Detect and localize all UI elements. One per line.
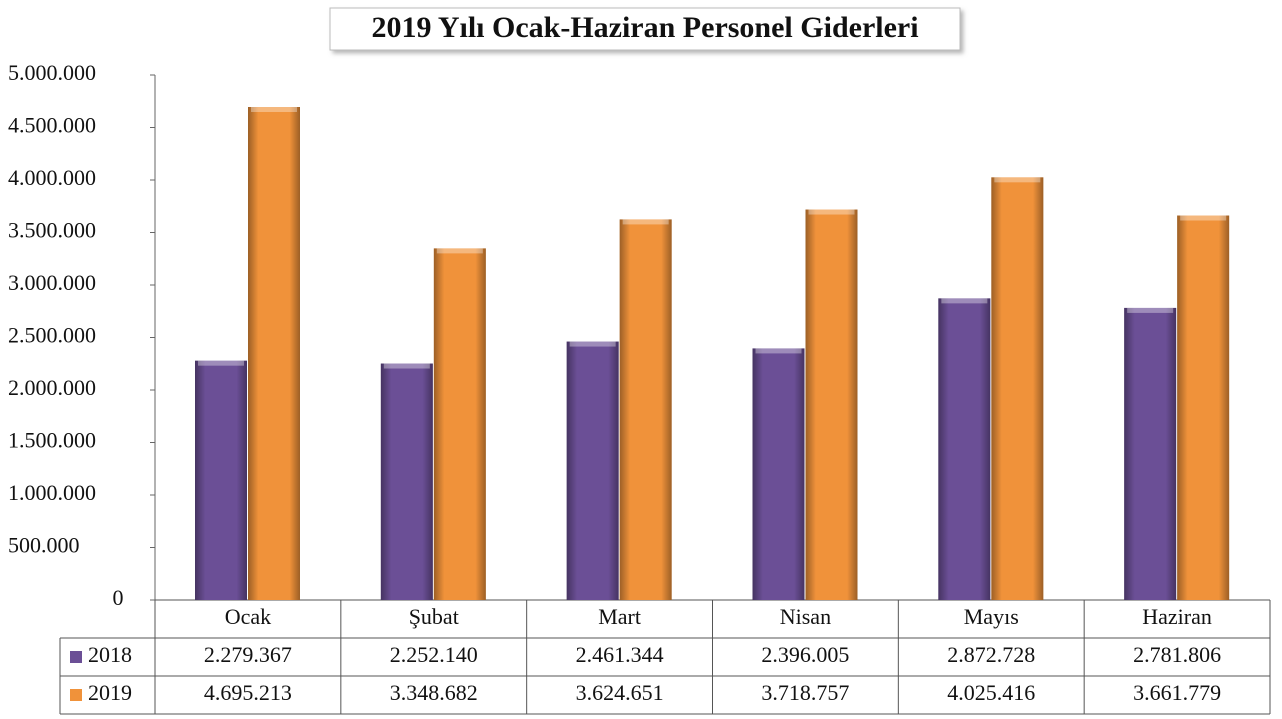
- bar-top: [994, 177, 1041, 183]
- x-tick-label: Mayıs: [964, 604, 1019, 629]
- bar-top: [383, 363, 430, 369]
- y-tick-label: 4.500.000: [8, 113, 96, 138]
- data-label: 3.348.682: [390, 680, 478, 705]
- data-label: 2.781.806: [1133, 642, 1221, 667]
- data-label: 3.718.757: [761, 680, 849, 705]
- y-tick-label: 0: [113, 585, 124, 610]
- legend-swatch: [70, 651, 82, 663]
- y-tick-label: 500.000: [8, 533, 80, 558]
- data-label: 2.396.005: [761, 642, 849, 667]
- bar-top: [941, 298, 988, 304]
- bar-top: [198, 360, 244, 366]
- chart-title: 2019 Yılı Ocak-Haziran Personel Giderler…: [371, 11, 918, 44]
- data-label: 2.461.344: [576, 642, 664, 667]
- data-label: 4.695.213: [204, 680, 292, 705]
- bar-top: [1127, 307, 1174, 313]
- bar-top: [755, 348, 802, 354]
- bar-shade: [619, 219, 672, 600]
- bar-top: [251, 107, 297, 113]
- bar-shade: [195, 360, 247, 600]
- bar-shade: [1124, 307, 1177, 600]
- y-tick-label: 4.000.000: [8, 165, 96, 190]
- y-tick-label: 2.000.000: [8, 375, 96, 400]
- bar-shade: [566, 341, 619, 600]
- data-label: 4.025.416: [947, 680, 1035, 705]
- y-tick-label: 1.500.000: [8, 428, 96, 453]
- data-label: 2.279.367: [204, 642, 292, 667]
- y-tick-label: 1.000.000: [8, 480, 96, 505]
- data-label: 2.252.140: [390, 642, 478, 667]
- bar-shade: [805, 209, 858, 600]
- bar-shade: [991, 177, 1044, 601]
- bar-shade: [1177, 215, 1230, 601]
- x-tick-label: Haziran: [1142, 604, 1212, 629]
- bar-top: [808, 209, 855, 215]
- data-label: 2.872.728: [947, 642, 1035, 667]
- y-tick-label: 5.000.000: [8, 60, 96, 85]
- y-tick-label: 2.500.000: [8, 323, 96, 348]
- x-tick-label: Nisan: [780, 604, 831, 629]
- data-label: 3.661.779: [1133, 680, 1221, 705]
- title-box: [329, 7, 961, 51]
- bar-shade: [752, 348, 805, 600]
- bar-shade: [433, 248, 486, 600]
- bar-top: [1180, 215, 1227, 221]
- y-tick-label: 3.500.000: [8, 218, 96, 243]
- bar-shade: [248, 107, 300, 601]
- x-tick-label: Şubat: [409, 604, 459, 629]
- bar-shade: [938, 298, 991, 600]
- bar-shade: [380, 363, 433, 600]
- x-tick-label: Mart: [598, 604, 641, 629]
- bar-top: [436, 248, 483, 254]
- bar-top: [622, 219, 669, 225]
- legend-label: 2018: [88, 642, 132, 667]
- data-label: 3.624.651: [576, 680, 664, 705]
- bar-top: [569, 341, 616, 347]
- x-tick-label: Ocak: [225, 604, 271, 629]
- legend-swatch: [70, 689, 82, 701]
- legend-label: 2019: [88, 680, 132, 705]
- y-tick-label: 3.000.000: [8, 270, 96, 295]
